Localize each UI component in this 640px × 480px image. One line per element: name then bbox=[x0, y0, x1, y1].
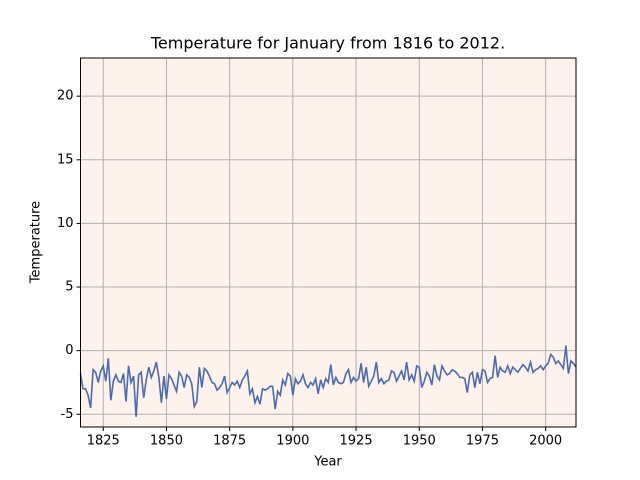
y-tick-label: 0 bbox=[65, 343, 73, 358]
chart-title: Temperature for January from 1816 to 201… bbox=[150, 34, 505, 53]
x-tick-label: 1950 bbox=[403, 434, 436, 449]
x-tick-label: 2000 bbox=[529, 434, 562, 449]
x-tick-label: 1875 bbox=[213, 434, 246, 449]
x-tick-label: 1925 bbox=[340, 434, 373, 449]
plot-background bbox=[80, 58, 576, 427]
x-tick-label: 1900 bbox=[276, 434, 309, 449]
y-tick-label: -5 bbox=[61, 407, 74, 422]
data-line bbox=[79, 345, 577, 417]
y-tick-label: 10 bbox=[57, 216, 74, 231]
x-tick-label: 1825 bbox=[87, 434, 120, 449]
y-axis-label: Temperature bbox=[29, 201, 44, 284]
y-tick-label: 15 bbox=[57, 152, 74, 167]
y-tick-label: 5 bbox=[65, 280, 73, 295]
x-axis-label: Year bbox=[313, 455, 342, 470]
x-tick-label: 1975 bbox=[466, 434, 499, 449]
x-tick-label: 1850 bbox=[150, 434, 183, 449]
y-tick-label: 20 bbox=[57, 89, 74, 104]
plot-frame bbox=[80, 57, 577, 428]
